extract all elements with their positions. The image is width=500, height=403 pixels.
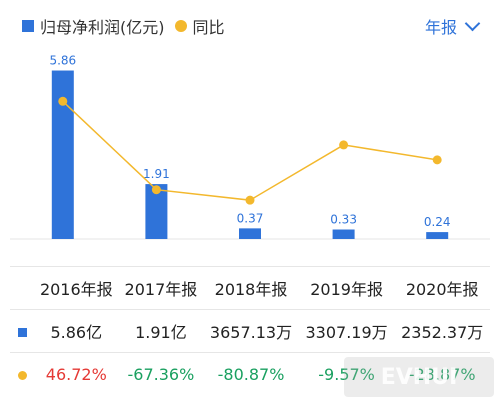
table-cell: 2352.37万 (394, 309, 490, 353)
bar-data-label: 0.24 (424, 215, 451, 229)
yoy-point (58, 96, 68, 106)
bar (51, 70, 74, 240)
table-cell: 5.86亿 (34, 309, 119, 353)
line-series-swatch (174, 20, 187, 32)
period-selector[interactable]: 年报 (424, 14, 481, 38)
table-cell: 3307.19万 (298, 309, 395, 353)
bar-series-swatch (22, 20, 34, 32)
table-header-cell: 2020年报 (394, 266, 490, 310)
watermark-logo: EVHUI (344, 357, 494, 397)
chart-legend: 归母净利润(亿元) 同比 (22, 14, 225, 38)
yoy-point (432, 155, 442, 165)
yoy-point (245, 195, 255, 205)
bar (239, 228, 261, 239)
data-table: 2016年报 2017年报 2018年报 2019年报 2020年报 5.86亿… (10, 266, 490, 395)
profit-row-marker (17, 327, 27, 337)
line-series-label: 同比 (192, 18, 225, 37)
table-header-cell: 2017年报 (118, 266, 204, 310)
yoy-row-marker (17, 370, 27, 380)
bar-data-label: 0.37 (237, 211, 264, 225)
table-cell: -28.87% (394, 352, 490, 395)
bar-data-label: 1.91 (143, 167, 170, 181)
table-header-cell: 2016年报 (34, 266, 119, 310)
bar (145, 184, 168, 239)
table-header-row: 2016年报 2017年报 2018年报 2019年报 2020年报 (10, 266, 490, 310)
table-row-profit: 5.86亿 1.91亿 3657.13万 3307.19万 2352.37万 (10, 309, 490, 353)
table-header-cell: 2019年报 (298, 266, 395, 310)
table-header-cell: 2018年报 (203, 266, 299, 310)
period-selector-label: 年报 (424, 18, 457, 37)
table-cell: -9.57% (298, 352, 395, 395)
bar-data-label: 0.33 (330, 213, 357, 227)
yoy-line (62, 100, 438, 201)
bar-data-label: 5.86 (49, 54, 76, 68)
profit-chart: 5.86 1.91 0.37 0.33 0.24 (10, 54, 490, 240)
bar-series-label: 归母净利润(亿元) (40, 18, 165, 37)
table-row-yoy: 46.72% -67.36% -80.87% -9.57% -28.87% (10, 352, 490, 395)
table-cell: 1.91亿 (118, 309, 204, 353)
yoy-point (151, 185, 161, 195)
table-cell: -67.36% (118, 352, 204, 395)
bar (332, 229, 355, 239)
yoy-point (339, 140, 349, 150)
table-cell: 46.72% (34, 352, 119, 395)
table-cell: 3657.13万 (203, 309, 299, 353)
bar (426, 232, 449, 239)
table-cell: -80.87% (203, 352, 299, 395)
